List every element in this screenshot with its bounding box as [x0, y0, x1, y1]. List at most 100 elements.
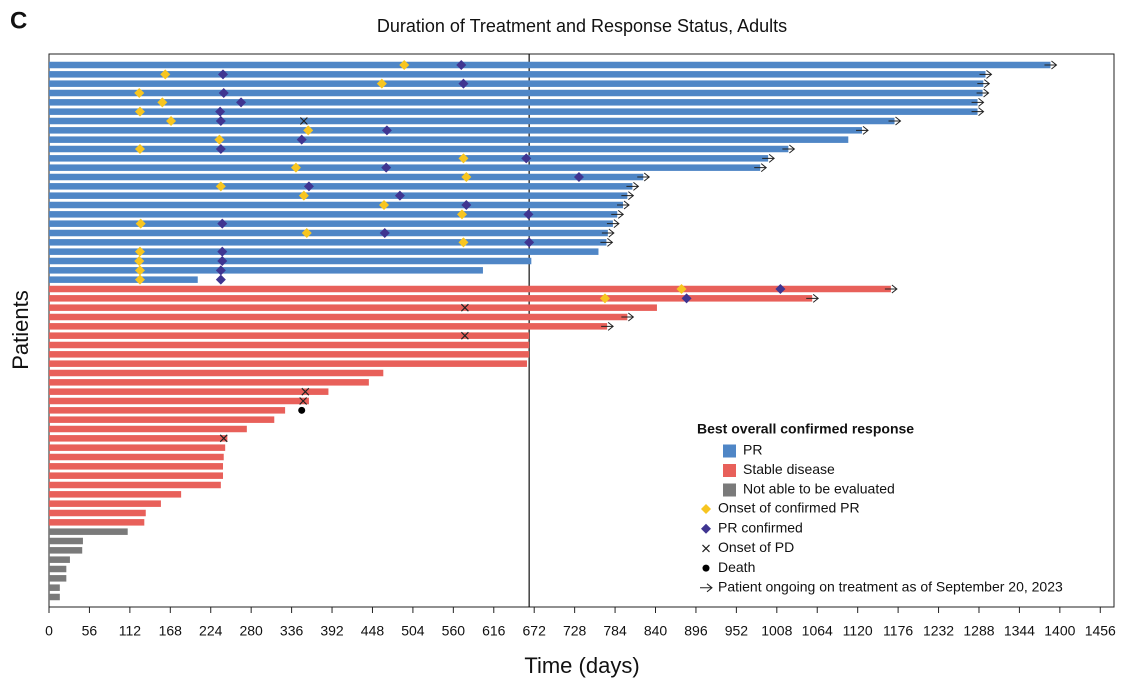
event-marker: [298, 406, 306, 414]
bar: [49, 248, 599, 255]
x-axis-label: Time (days): [524, 653, 639, 678]
bar: [49, 537, 83, 545]
event-marker: [303, 181, 314, 192]
ongoing-arrow: [1044, 60, 1058, 70]
legend-label: Death: [718, 559, 755, 575]
bar: [49, 360, 527, 367]
bar: [49, 500, 161, 507]
event-marker: [215, 274, 226, 285]
bar: [49, 220, 613, 227]
bar: [49, 201, 624, 209]
bar: [49, 444, 226, 451]
bar: [49, 276, 198, 283]
bar: [49, 173, 644, 181]
bar: [49, 127, 863, 134]
panel-label: C: [10, 7, 27, 34]
x-tick-label: 112: [119, 623, 142, 639]
x-tick-label: 224: [199, 623, 223, 639]
bar: [49, 351, 530, 358]
event-marker: [296, 134, 307, 145]
legend-label: Onset of confirmed PR: [718, 500, 860, 516]
event-marker: [394, 190, 405, 201]
ongoing-arrow: [979, 69, 993, 79]
bar: [49, 304, 657, 311]
x-tick-label: 1008: [761, 623, 792, 639]
bar: [49, 89, 983, 97]
ongoing-arrow: [782, 144, 796, 154]
x-tick-label: 1288: [963, 623, 994, 639]
legend-swatch: [723, 444, 736, 458]
event-marker: [166, 116, 177, 126]
event-marker: [681, 293, 692, 304]
event-marker: [523, 209, 534, 220]
event-marker: [376, 78, 387, 89]
x-tick-label: 504: [401, 623, 425, 639]
event-marker: [135, 218, 146, 229]
event-marker: [290, 162, 301, 173]
bar: [49, 425, 247, 433]
event-marker: [218, 69, 229, 80]
legend-arrow: [700, 583, 713, 593]
event-marker: [298, 190, 309, 201]
event-marker: [160, 69, 171, 80]
x-tick-label: 0: [45, 623, 53, 639]
event-marker: [524, 237, 535, 248]
x-tick-label: 784: [603, 623, 627, 639]
ongoing-arrow: [754, 163, 768, 173]
ongoing-arrow: [977, 79, 991, 89]
event-marker: [458, 237, 469, 248]
bar: [49, 267, 483, 274]
x-tick-label: 1400: [1044, 623, 1075, 639]
plot-frame: [48, 53, 1115, 608]
event-marker: [399, 60, 410, 70]
event-marker: [521, 153, 532, 164]
bar: [49, 145, 789, 153]
bar: [49, 332, 530, 339]
bar: [49, 584, 60, 591]
x-tick-label: 56: [82, 623, 98, 639]
bar: [49, 509, 146, 517]
legend-label: Onset of PD: [718, 539, 794, 555]
x-tick-label: 280: [239, 623, 263, 639]
ongoing-arrow: [617, 200, 630, 210]
x-tick-label: 616: [482, 623, 506, 639]
event-marker: [215, 144, 226, 154]
event-marker: [458, 78, 469, 89]
x-tick-label: 1344: [1004, 623, 1035, 639]
bar: [49, 192, 628, 199]
event-marker: [460, 303, 469, 312]
event-marker: [573, 172, 584, 182]
event-marker: [215, 106, 226, 117]
ongoing-arrow: [621, 312, 635, 322]
bar: [49, 519, 145, 526]
event-marker: [215, 265, 226, 276]
event-marker: [134, 274, 145, 285]
event-marker: [461, 172, 472, 182]
event-marker: [676, 284, 687, 294]
event-marker: [218, 88, 229, 98]
bar: [49, 472, 224, 479]
event-marker: [134, 106, 145, 117]
bar: [49, 556, 70, 563]
bar: [49, 239, 607, 246]
event-marker: [236, 97, 247, 108]
bar: [49, 61, 1051, 69]
x-tick-label: 672: [523, 623, 547, 639]
event-marker: [458, 153, 469, 164]
event-marker: [299, 117, 308, 125]
bar: [49, 575, 67, 582]
event-marker: [460, 331, 469, 340]
bar: [49, 117, 895, 125]
bar: [49, 99, 978, 106]
ongoing-arrow: [806, 293, 819, 303]
event-marker: [217, 256, 228, 266]
bar: [49, 71, 986, 78]
bar: [49, 80, 984, 87]
ongoing-arrow: [762, 153, 775, 163]
x-tick-label: 1232: [923, 623, 954, 639]
ongoing-arrow: [971, 97, 985, 107]
bar: [49, 313, 628, 321]
event-marker: [134, 246, 145, 257]
ongoing-arrow: [884, 284, 898, 294]
